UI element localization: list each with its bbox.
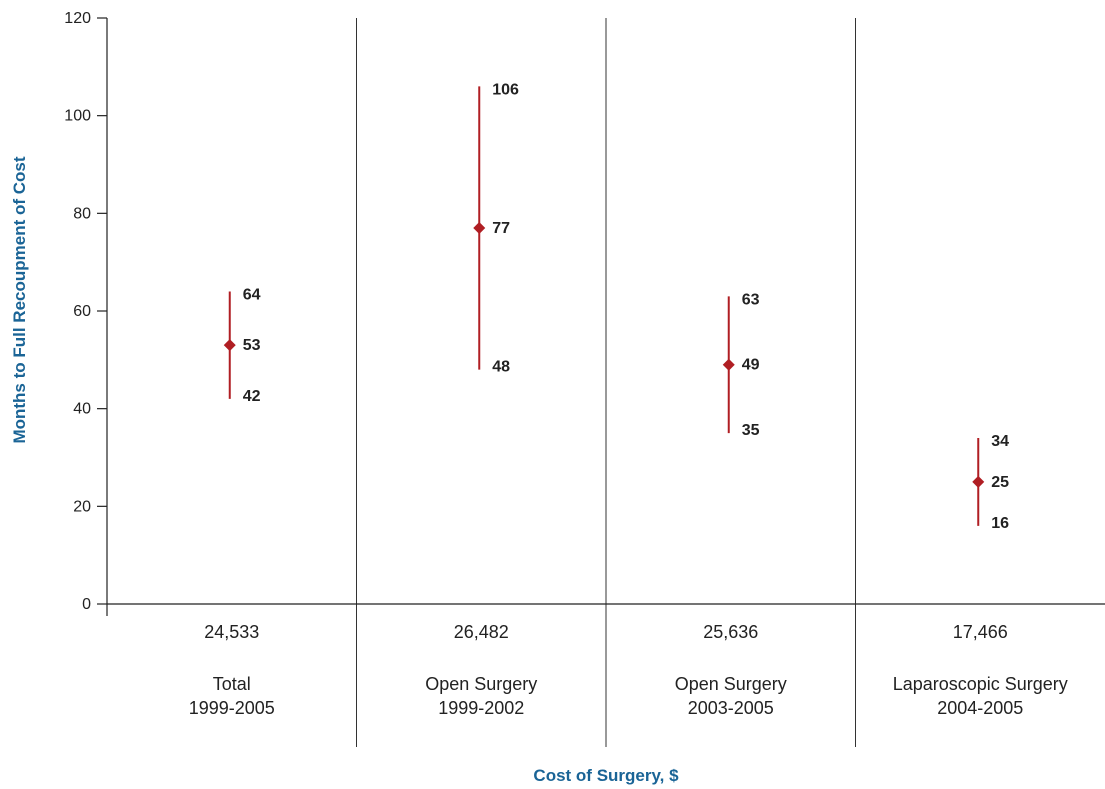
category-name-label: Open Surgery [675,674,787,694]
value-label-mid: 77 [492,220,510,237]
value-label-mid: 49 [742,357,760,374]
category-name-label: Laparoscopic Surgery [893,674,1068,694]
value-label-low: 16 [991,515,1009,532]
category-years-label: 2004-2005 [937,698,1023,718]
value-label-mid: 25 [991,474,1009,491]
category-dividers [356,18,856,747]
median-point [223,339,236,352]
y-ticks: 0 20 40 60 80 100 120 [64,10,107,613]
y-tick-label: 60 [73,303,91,320]
category-labels: 24,533 Total 1999-2005 26,482 Open Surgery 19… [189,622,1068,718]
value-label-low: 35 [742,422,760,439]
range-mark: 64 53 42 [223,286,261,405]
y-tick-label: 0 [82,596,91,613]
y-tick-label: 40 [73,401,91,418]
range-mark: 34 25 16 [972,433,1009,532]
median-point [722,358,735,371]
y-tick-label: 100 [64,108,91,125]
category-cost-label: 24,533 [204,622,259,642]
value-label-high: 63 [742,291,760,308]
value-label-high: 106 [492,81,519,98]
value-label-mid: 53 [243,337,261,354]
category-name-label: Total [213,674,251,694]
range-mark: 63 49 35 [722,291,760,439]
category-years-label: 1999-2002 [438,698,524,718]
category-cost-label: 25,636 [703,622,758,642]
value-label-low: 48 [492,359,510,376]
value-label-high: 34 [991,433,1009,450]
category-years-label: 1999-2005 [189,698,275,718]
category-cost-label: 17,466 [953,622,1008,642]
range-marks: 64 53 42 106 77 48 63 49 35 34 25 16 [223,81,1009,532]
x-axis-title: Cost of Surgery, $ [533,766,679,785]
median-point [473,221,486,234]
median-point [972,475,985,488]
category-years-label: 2003-2005 [688,698,774,718]
y-tick-label: 20 [73,498,91,515]
y-tick-label: 120 [64,10,91,27]
range-mark: 106 77 48 [473,81,519,376]
axes [106,18,1105,616]
value-label-low: 42 [243,388,261,405]
y-tick-label: 80 [73,205,91,222]
value-label-high: 64 [243,286,261,303]
category-name-label: Open Surgery [425,674,537,694]
y-axis-title: Months to Full Recoupment of Cost [10,156,29,443]
category-cost-label: 26,482 [454,622,509,642]
